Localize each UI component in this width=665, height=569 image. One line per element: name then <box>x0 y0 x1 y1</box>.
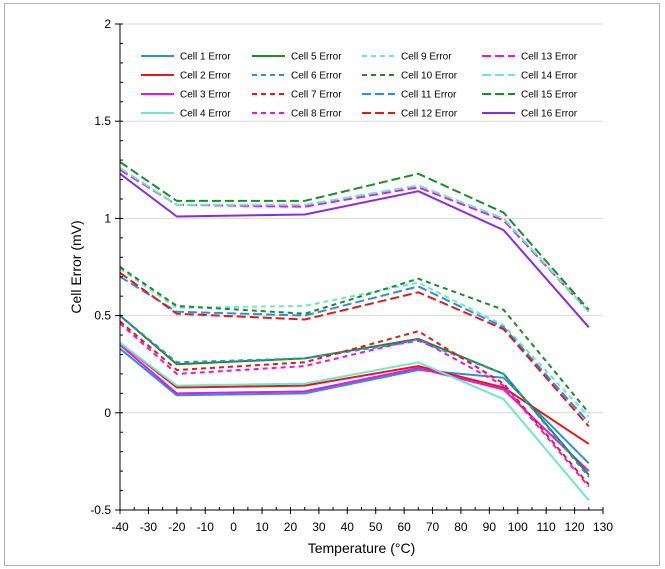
x-tick-label: 50 <box>369 520 383 534</box>
x-tick-label: 90 <box>483 520 497 534</box>
legend-label-cell-6: Cell 6 Error <box>291 71 342 82</box>
x-tick-label: 80 <box>454 520 468 534</box>
legend-label-cell-9: Cell 9 Error <box>401 52 452 63</box>
y-tick-label: -0.5 <box>90 503 111 517</box>
x-tick-label: 120 <box>565 520 585 534</box>
x-tick-label: 100 <box>508 520 528 534</box>
x-tick-label: -10 <box>197 520 215 534</box>
series-line-cell-5 <box>119 314 590 476</box>
legend-label-cell-15: Cell 15 Error <box>521 90 578 101</box>
legend-label-cell-10: Cell 10 Error <box>401 71 458 82</box>
legend-label-cell-2: Cell 2 Error <box>180 71 231 82</box>
series-line-cell-9 <box>119 268 590 418</box>
y-tick-label: 0.5 <box>94 309 111 323</box>
x-tick-label: -40 <box>111 520 129 534</box>
legend-label-cell-4: Cell 4 Error <box>180 109 231 120</box>
y-tick-label: 1 <box>104 211 111 225</box>
x-tick-label: 30 <box>312 520 326 534</box>
y-axis-title: Cell Error (mV) <box>68 220 84 313</box>
legend: Cell 1 Error Cell 2 Error Cell 3 Error Cell… <box>141 52 578 120</box>
grid-lines <box>120 23 603 414</box>
legend-label-cell-5: Cell 5 Error <box>291 52 342 63</box>
y-tick-label: 0 <box>104 406 111 420</box>
x-tick-label: 10 <box>255 520 269 534</box>
legend-label-cell-16: Cell 16 Error <box>521 109 578 120</box>
series-line-cell-3 <box>119 344 590 472</box>
x-tick-label: -30 <box>140 520 158 534</box>
x-tick-label: 40 <box>341 520 355 534</box>
series-line-cell-4 <box>119 342 590 501</box>
series-line-cell-14 <box>119 167 590 313</box>
legend-label-cell-11: Cell 11 Error <box>401 90 457 101</box>
legend-label-cell-3: Cell 3 Error <box>180 90 231 101</box>
series-line-cell-7 <box>119 320 590 486</box>
y-tick-label: 2 <box>104 17 111 31</box>
series-line-cell-15 <box>119 161 590 311</box>
x-tick-label: 20 <box>284 520 298 534</box>
legend-label-cell-13: Cell 13 Error <box>521 52 578 63</box>
series-line-cell-16 <box>119 172 590 328</box>
series-line-cell-1 <box>119 347 590 465</box>
y-tick-label: 1.5 <box>94 114 111 128</box>
axes: -0.5 0 0.5 1 1.5 2 -40 -30 -20 -10 0 10 20 30 40 50 60 70… <box>90 17 613 534</box>
legend-label-cell-12: Cell 12 Error <box>401 109 458 120</box>
legend-label-cell-14: Cell 14 Error <box>521 71 578 82</box>
x-tick-label: 110 <box>537 520 556 534</box>
series-line-cell-8 <box>119 322 590 488</box>
series-line-cell-10 <box>119 266 590 414</box>
x-tick-label: 70 <box>426 520 440 534</box>
x-tick-label: 60 <box>397 520 411 534</box>
legend-label-cell-8: Cell 8 Error <box>291 109 342 120</box>
x-tick-label: -20 <box>168 520 186 534</box>
x-tick-label: 0 <box>230 520 237 534</box>
x-tick-label: 130 <box>593 520 613 534</box>
series-layer <box>119 161 590 501</box>
series-line-cell-12 <box>119 271 590 428</box>
x-axis-title: Temperature (°C) <box>308 540 416 556</box>
series-line-cell-13 <box>119 168 590 313</box>
series-line-cell-2 <box>119 342 590 445</box>
legend-label-cell-7: Cell 7 Error <box>291 90 342 101</box>
legend-label-cell-1: Cell 1 Error <box>180 52 231 63</box>
